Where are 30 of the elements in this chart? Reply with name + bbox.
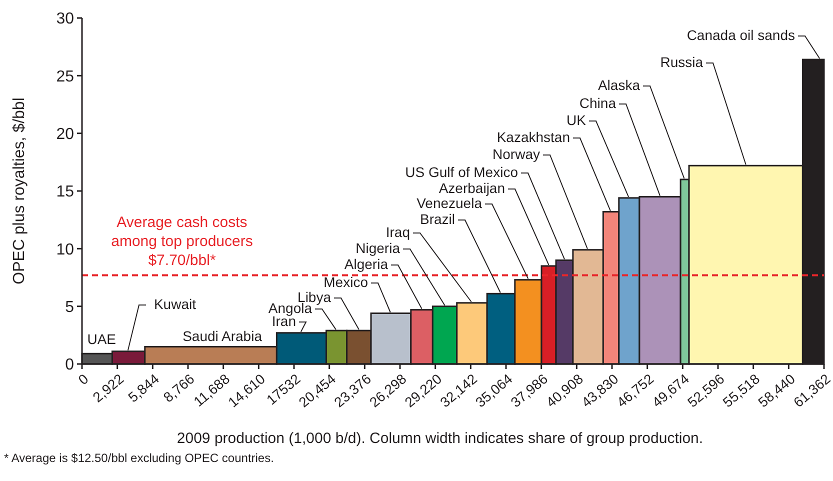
x-axis-title: 2009 production (1,000 b/d). Column width indicates share of group production.	[176, 430, 704, 447]
y-tick-label: 0	[65, 356, 74, 374]
annotation: Iraq	[386, 224, 410, 240]
y-tick-label: 30	[56, 10, 74, 28]
y-tick-label: 20	[56, 126, 74, 143]
annotation: Kuwait	[154, 296, 196, 312]
annotation: Mexico	[324, 274, 368, 290]
annotation: Canada oil sands	[686, 27, 795, 43]
annotation: Nigeria	[356, 240, 400, 256]
y-tick-label: 10	[56, 241, 74, 258]
annotation: UAE	[87, 331, 116, 347]
text: * Average is $12.50/bbl excluding OPEC countries.	[4, 451, 274, 465]
annotation: Brazil	[420, 211, 455, 227]
annotation: China	[579, 95, 616, 111]
annotation: Norway	[492, 146, 540, 162]
annotation: Alaska	[598, 77, 640, 93]
y-tick-label: 5	[65, 298, 74, 316]
y-tick-label: 25	[56, 68, 74, 86]
annotation: US Gulf of Mexico	[405, 164, 518, 180]
annotation: Libya	[298, 289, 332, 305]
y-tick-label: 15	[56, 184, 74, 201]
annotation: Azerbaijan	[438, 180, 505, 196]
annotation: Saudi Arabia	[182, 328, 262, 344]
y-axis-title: OPEC plus royalties, $/bbl	[11, 98, 28, 284]
annotation: Algeria	[344, 256, 388, 272]
ref-line-label: Average cash costs among top producers $7.70/bbl*	[111, 214, 253, 270]
annotation: Kazakhstan	[496, 129, 570, 145]
annotation: UK	[566, 112, 587, 128]
annotation: Venezuela	[416, 195, 482, 211]
annotation: Russia	[660, 54, 704, 70]
